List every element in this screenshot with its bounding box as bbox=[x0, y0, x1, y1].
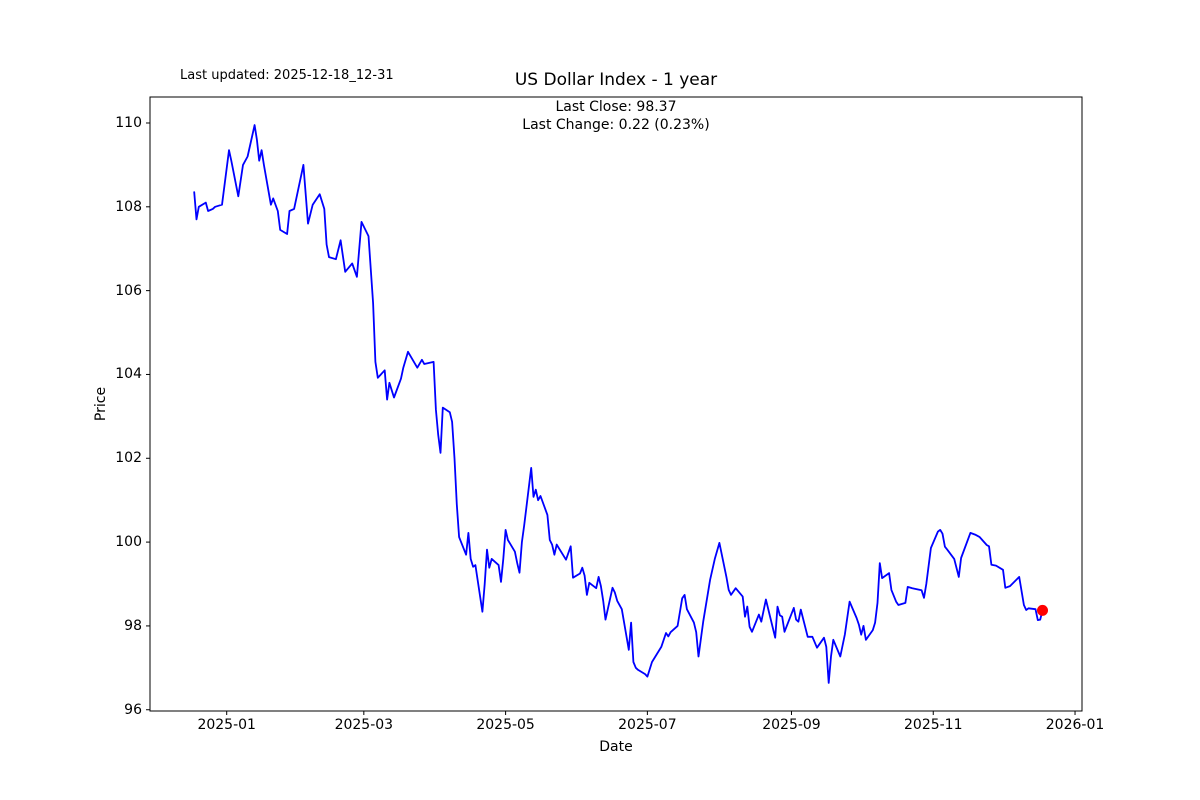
x-tick-label: 2025-03 bbox=[334, 717, 394, 733]
last-close-marker bbox=[1037, 604, 1048, 616]
price-line bbox=[193, 124, 1044, 684]
x-axis-label: Date bbox=[599, 739, 633, 755]
y-tick-label: 110 bbox=[115, 114, 142, 131]
x-tick-label: 2025-05 bbox=[476, 717, 535, 733]
y-tick-label: 100 bbox=[115, 534, 142, 551]
x-tick-label: 2025-09 bbox=[762, 717, 821, 733]
last-updated-text: Last updated: 2025-12-18_12-31 bbox=[180, 68, 394, 83]
x-tick-label: 2026-01 bbox=[1045, 717, 1105, 733]
y-tick-label: 102 bbox=[115, 450, 142, 467]
chart-title: US Dollar Index - 1 year bbox=[514, 70, 718, 90]
x-tick-label: 2025-01 bbox=[197, 717, 256, 733]
x-tick-label: 2025-11 bbox=[904, 717, 963, 733]
y-axis-label: Price bbox=[93, 386, 109, 422]
x-tick-label: 2025-07 bbox=[618, 717, 677, 733]
y-tick-label: 108 bbox=[115, 198, 142, 215]
annotation-last-close: Last Close: 98.37 bbox=[555, 99, 677, 115]
y-tick-label: 106 bbox=[115, 282, 142, 299]
annotation-last-change: Last Change: 0.22 (0.23%) bbox=[522, 117, 710, 133]
y-tick-label: 98 bbox=[124, 617, 142, 634]
y-tick-label: 96 bbox=[124, 701, 142, 718]
y-tick-label: 104 bbox=[115, 366, 142, 383]
